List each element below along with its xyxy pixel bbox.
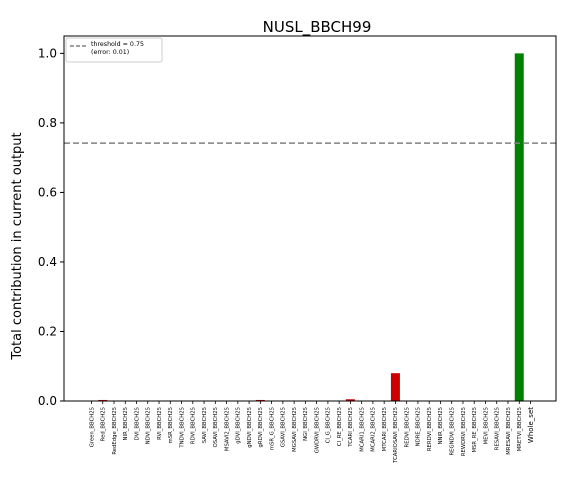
bar — [390, 373, 400, 401]
x-tick-label: MRESAVI_BBCH25 — [506, 407, 512, 455]
x-tick-label: gNDVI_BBCH25 — [247, 407, 253, 448]
x-tick-label: TCARI_BBCH25 — [348, 407, 354, 448]
x-tick-label: RERDVI_BBCH25 — [427, 407, 433, 451]
x-tick-label: Red_BBCH25 — [101, 407, 107, 441]
x-tick-label: MSR_RE_BBCH25 — [472, 407, 478, 453]
x-tick-label: gRDVI_BBCH25 — [258, 407, 264, 447]
x-tick-label: OSAVI_BBCH25 — [213, 407, 219, 447]
x-tick-label: SAVI_BBCH25 — [202, 407, 208, 443]
x-tick-label: TNDVI_BBCH25 — [179, 407, 185, 449]
x-tick-label: RESAVI_BBCH25 — [495, 407, 501, 450]
x-tick-label: RedEdge_BBCH25 — [112, 407, 118, 455]
legend-label: threshold = 0.75 — [91, 41, 144, 48]
y-tick-label: 1.0 — [38, 46, 57, 60]
legend-label: (error: 0.01) — [91, 49, 129, 56]
y-tick-label: 0.6 — [38, 185, 57, 199]
bars — [98, 53, 524, 401]
chart-title: NUSL_BBCH99 — [263, 18, 372, 37]
x-tick-label: CI_G_BBCH25 — [326, 407, 332, 443]
plot-frame — [63, 35, 557, 402]
bar — [255, 399, 265, 401]
x-tick-label: RDVI_BBCH25 — [191, 407, 197, 444]
x-tick-label: GWDRVI_BBCH25 — [314, 407, 320, 453]
x-tick-label: GSAVI_BBCH25 — [281, 407, 287, 447]
y-tick-label: 0.0 — [38, 394, 57, 408]
bar — [345, 399, 355, 401]
x-tick-label: mSR_BBCH25 — [168, 407, 174, 443]
bar — [514, 53, 524, 401]
legend: threshold = 0.75(error: 0.01) — [65, 37, 163, 63]
x-tick-label: NGI_BBCH25 — [303, 407, 309, 441]
x-tick-label: NDVI_BBCH25 — [146, 407, 152, 444]
x-tick-label: REGNDVI_BBCH25 — [450, 407, 456, 456]
x-tick-label: MCARI1_BBCH25 — [359, 407, 365, 452]
x-tick-label: REDVI_BBCH25 — [404, 407, 410, 447]
x-tick-label: MSAVI2_BBCH25 — [224, 407, 230, 451]
x-tick-label: MEVI_BBCH25 — [483, 407, 489, 444]
x-tick-label: Green_BBCH25 — [89, 407, 95, 447]
x-tick-label: MTCARI_BBCH25 — [382, 407, 388, 451]
x-tick-label: TCARIOSAVI_BBCH25 — [393, 407, 399, 464]
x-tick-label: NNIR_BBCH25 — [438, 407, 444, 444]
x-tick-label: mSR_G_BBCH25 — [269, 407, 275, 450]
y-tick-label: 0.2 — [38, 324, 57, 338]
x-tick-label: MRETVI_BBCH25 — [517, 407, 523, 451]
x-axis-ticks: Green_BBCH25 Red_BBCH25 RedEdge_BBCH25 NIR_… — [89, 401, 535, 464]
y-axis-label: Total contribution in current output — [10, 132, 25, 360]
y-tick-label: 0.4 — [38, 255, 57, 269]
legend-box — [65, 37, 163, 63]
x-tick-label: gDVI_BBCH25 — [236, 407, 242, 444]
x-tick-label: REWDRVI_BBCH25 — [461, 407, 467, 456]
bar — [98, 399, 108, 401]
x-tick-label: CI_RE_BBCH25 — [337, 407, 343, 446]
y-axis-ticks: 0.0 0.2 0.4 0.6 0.8 1.0 — [38, 46, 64, 408]
x-tick-label: MGSAVI_BBCH25 — [292, 407, 298, 452]
y-tick-label: 0.8 — [38, 116, 57, 130]
x-tick-label: MCARI2_BBCH25 — [371, 407, 377, 452]
x-tick-label: DVI_BBCH25 — [134, 407, 140, 440]
x-tick-label: RVI_BBCH25 — [157, 407, 163, 440]
x-tick-label: NIR_BBCH25 — [123, 407, 129, 440]
x-tick-label: NDRE_BBCH25 — [416, 407, 422, 446]
x-tick-label: Whole_set — [527, 407, 535, 443]
